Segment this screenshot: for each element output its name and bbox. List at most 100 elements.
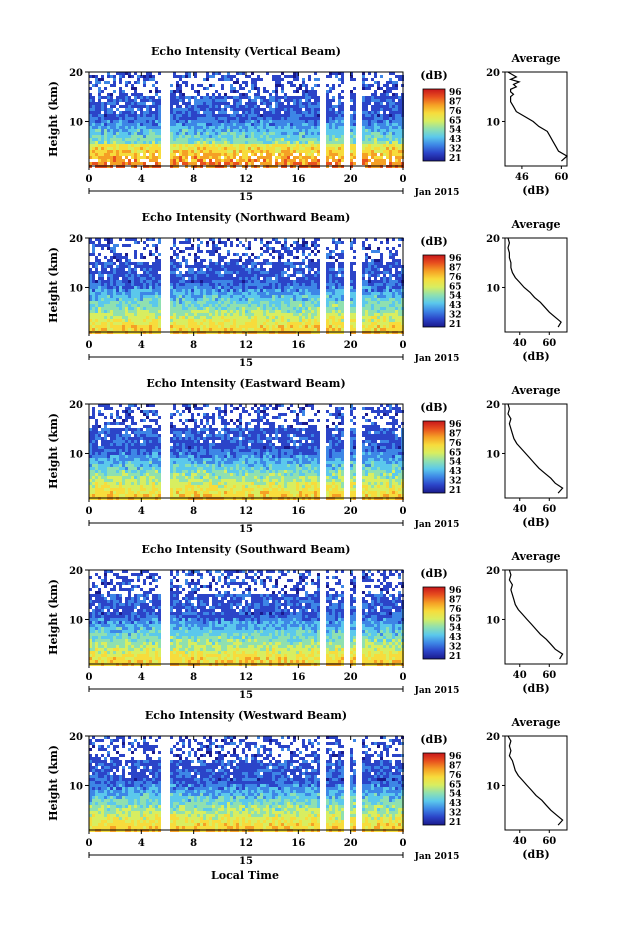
heatmap-cell [377, 292, 380, 295]
heatmap-cell [245, 96, 248, 99]
heatmap-cell [311, 325, 314, 328]
heatmap-cell [224, 304, 227, 307]
heatmap-cell [317, 78, 320, 81]
heatmap-cell [287, 289, 290, 292]
heatmap-cell [275, 87, 278, 90]
heatmap-cell [260, 156, 263, 159]
heatmap-cell [302, 274, 305, 277]
heatmap-cell [272, 153, 275, 156]
heatmap-cell [266, 298, 269, 301]
heatmap-cell [230, 147, 233, 150]
heatmap-cell [305, 244, 308, 247]
heatmap-cell [383, 120, 386, 123]
heatmap-cell [350, 265, 353, 268]
heatmap-cell [317, 274, 320, 277]
heatmap-cell [293, 147, 296, 150]
heatmap-cell [278, 84, 281, 87]
heatmap-cell [296, 304, 299, 307]
heatmap-cell [326, 117, 329, 120]
heatmap-cell [209, 301, 212, 304]
heatmap-cell [89, 271, 92, 274]
heatmap-cell [341, 241, 344, 244]
heatmap-cell [152, 322, 155, 325]
heatmap-cell [362, 265, 365, 268]
heatmap-cell [107, 159, 110, 162]
heatmap-cell [101, 159, 104, 162]
heatmap-cell [374, 108, 377, 111]
heatmap-cell [263, 316, 266, 319]
heatmap-cell [311, 156, 314, 159]
heatmap-cell [92, 301, 95, 304]
heatmap-cell [230, 84, 233, 87]
heatmap-cell [368, 307, 371, 310]
heatmap-cell [254, 117, 257, 120]
heatmap-cell [89, 105, 92, 108]
heatmap-cell [113, 162, 116, 165]
heatmap-cell [314, 132, 317, 135]
heatmap-cell [389, 283, 392, 286]
heatmap-cell [128, 262, 131, 265]
heatmap-cell [107, 129, 110, 132]
heatmap-cell [269, 304, 272, 307]
heatmap-cell [203, 135, 206, 138]
heatmap-cell [197, 147, 200, 150]
heatmap-cell [326, 307, 329, 310]
heatmap-cell [266, 90, 269, 93]
heatmap-cell [173, 159, 176, 162]
heatmap-cell [212, 328, 215, 331]
heatmap-cell [329, 99, 332, 102]
heatmap-cell [119, 78, 122, 81]
heatmap-cell [110, 84, 113, 87]
heatmap-cell [146, 283, 149, 286]
heatmap-cell [128, 316, 131, 319]
heatmap-cell [185, 295, 188, 298]
heatmap-cell [170, 268, 173, 271]
heatmap-cell [362, 132, 365, 135]
heatmap-cell [155, 247, 158, 250]
heatmap-cell [299, 289, 302, 292]
heatmap-cell [326, 111, 329, 114]
heatmap-cell [326, 310, 329, 313]
heatmap-cell [296, 286, 299, 289]
heatmap-cell [104, 144, 107, 147]
heatmap-cell [236, 292, 239, 295]
heatmap-cell [185, 132, 188, 135]
heatmap-cell [149, 138, 152, 141]
heatmap-cell [197, 265, 200, 268]
heatmap-cell [383, 298, 386, 301]
heatmap-cell [374, 123, 377, 126]
heatmap-cell [284, 244, 287, 247]
heatmap-cell [287, 274, 290, 277]
heatmap-cell [98, 114, 101, 117]
heatmap-cell [302, 244, 305, 247]
heatmap-cell [122, 325, 125, 328]
heatmap-cell [392, 93, 395, 96]
heatmap-cell [185, 265, 188, 268]
heatmap-cell [230, 325, 233, 328]
heatmap-cell [95, 138, 98, 141]
heatmap-cell [110, 307, 113, 310]
heatmap-cell [218, 316, 221, 319]
heatmap-cell [299, 268, 302, 271]
heatmap-cell [242, 277, 245, 280]
heatmap-cell [188, 280, 191, 283]
heatmap-cell [251, 277, 254, 280]
heatmap-cell [362, 105, 365, 108]
heatmap-cell [314, 111, 317, 114]
heatmap-cell [98, 319, 101, 322]
heatmap-cell [284, 141, 287, 144]
heatmap-cell [110, 319, 113, 322]
heatmap-cell [377, 307, 380, 310]
heatmap-cell [314, 141, 317, 144]
heatmap-cell [272, 144, 275, 147]
heatmap-cell [374, 93, 377, 96]
heatmap-cell [374, 268, 377, 271]
heatmap-cell [296, 99, 299, 102]
heatmap-cell [281, 301, 284, 304]
heatmap-cell [104, 147, 107, 150]
heatmap-cell [95, 129, 98, 132]
heatmap-cell [218, 78, 221, 81]
heatmap-cell [371, 328, 374, 331]
heatmap-cell [335, 319, 338, 322]
heatmap-cell [218, 162, 221, 165]
